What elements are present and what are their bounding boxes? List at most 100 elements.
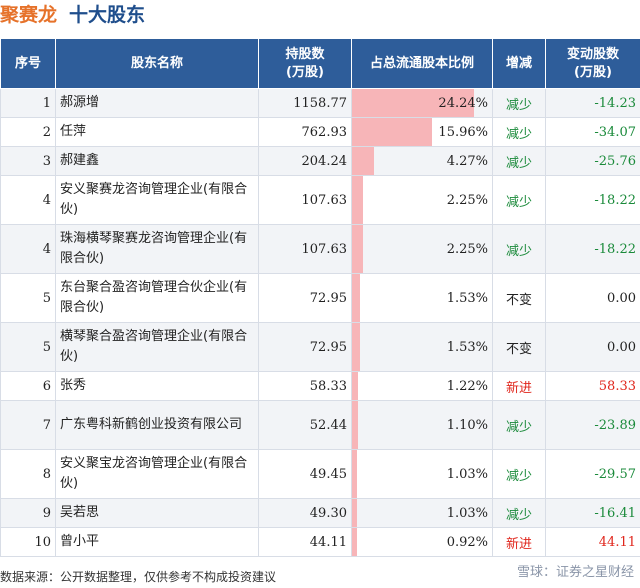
row-ratio: 1.10% (446, 417, 488, 433)
row-shares: 72.95 (258, 322, 352, 372)
row-rank: 4 (0, 175, 56, 225)
row-ratio-cell: 0.92% (351, 527, 493, 557)
row-shares: 58.33 (258, 371, 352, 401)
ratio-bar (352, 176, 363, 224)
col-header-shares-line1: 持股数 (285, 46, 325, 62)
change-badge: 减少 (505, 419, 532, 435)
col-header-change: 增减 (492, 38, 546, 89)
col-header-shares-line2: (万股) (286, 64, 324, 80)
row-ratio-cell: 1.03% (351, 498, 493, 528)
row-delta: 0.00 (545, 273, 640, 323)
ratio-bar (352, 274, 360, 322)
table-row: 10 曾小平 44.11 0.92% 新进 44.11 (0, 527, 640, 557)
row-change: 减少 (492, 400, 546, 450)
row-shares: 107.63 (258, 224, 352, 274)
ratio-bar (352, 528, 357, 556)
row-ratio-cell: 4.27% (351, 146, 493, 176)
row-rank: 8 (0, 449, 56, 499)
row-ratio: 1.22% (446, 378, 488, 394)
page-title: 聚赛龙 十大股东 (0, 0, 145, 34)
ratio-bar (352, 225, 363, 273)
table-row: 7 广东粤科新鹤创业投资有限公司 52.44 1.10% 减少 -23.89 (0, 400, 640, 450)
company-name: 聚赛龙 (0, 4, 58, 26)
row-ratio-cell: 1.53% (351, 273, 493, 323)
table-row: 4 安义聚赛龙咨询管理企业(有限合伙) 107.63 2.25% 减少 -18.22 (0, 175, 640, 225)
row-change: 新进 (492, 371, 546, 401)
row-delta: -25.76 (545, 146, 640, 176)
row-holder-name: 横琴聚合盈咨询管理企业(有限合伙) (55, 322, 259, 372)
col-header-ratio: 占总流通股本比例 (351, 38, 493, 89)
row-holder-name: 东台聚合盈咨询管理合伙企业(有限合伙) (55, 273, 259, 323)
row-delta: -29.57 (545, 449, 640, 499)
row-change: 不变 (492, 273, 546, 323)
row-ratio: 1.03% (446, 505, 488, 521)
row-delta: -16.41 (545, 498, 640, 528)
row-change: 减少 (492, 175, 546, 225)
row-delta: -14.23 (545, 88, 640, 118)
table-row: 9 吴若思 49.30 1.03% 减少 -16.41 (0, 498, 640, 528)
ratio-bar (352, 372, 358, 400)
row-delta: -18.22 (545, 224, 640, 274)
row-ratio-cell: 1.53% (351, 322, 493, 372)
col-header-delta: 变动股数 (万股) (545, 38, 640, 89)
row-change: 不变 (492, 322, 546, 372)
row-shares: 49.30 (258, 498, 352, 528)
row-ratio-cell: 2.25% (351, 175, 493, 225)
change-badge: 不变 (505, 341, 532, 357)
table-row: 8 安义聚宝龙咨询管理企业(有限合伙) 49.45 1.03% 减少 -29.57 (0, 449, 640, 499)
row-shares: 49.45 (258, 449, 352, 499)
change-badge: 减少 (505, 194, 532, 210)
change-badge: 减少 (505, 126, 532, 142)
row-rank: 10 (0, 527, 56, 557)
change-badge: 减少 (505, 243, 532, 259)
shareholders-table: 序号 股东名称 持股数 (万股) 占总流通股本比例 增减 变动股数 (万股) 1 郝源… (0, 38, 640, 557)
row-shares: 762.93 (258, 117, 352, 147)
ratio-bar (352, 499, 357, 527)
row-holder-name: 张秀 (55, 371, 259, 401)
row-holder-name: 郝源增 (55, 88, 259, 118)
row-holder-name: 安义聚赛龙咨询管理企业(有限合伙) (55, 175, 259, 225)
row-shares: 72.95 (258, 273, 352, 323)
row-ratio-cell: 1.03% (351, 449, 493, 499)
ratio-bar (352, 89, 474, 117)
row-ratio: 4.27% (446, 153, 488, 169)
change-badge: 新进 (505, 380, 532, 396)
change-badge: 新进 (505, 536, 532, 552)
source-watermark: 雪球：证券之星财经 (516, 565, 634, 580)
table-row: 3 郝建鑫 204.24 4.27% 减少 -25.76 (0, 146, 640, 176)
row-change: 减少 (492, 224, 546, 274)
table-row: 5 东台聚合盈咨询管理合伙企业(有限合伙) 72.95 1.53% 不变 0.00 (0, 273, 640, 323)
row-rank: 4 (0, 224, 56, 274)
row-change: 减少 (492, 117, 546, 147)
row-shares: 107.63 (258, 175, 352, 225)
table-row: 6 张秀 58.33 1.22% 新进 58.33 (0, 371, 640, 401)
ratio-bar (352, 450, 357, 498)
row-holder-name: 任萍 (55, 117, 259, 147)
row-ratio: 2.25% (446, 192, 488, 208)
row-holder-name: 郝建鑫 (55, 146, 259, 176)
row-ratio: 24.24% (438, 95, 488, 111)
table-header-row: 序号 股东名称 持股数 (万股) 占总流通股本比例 增减 变动股数 (万股) (0, 38, 640, 89)
row-delta: -23.89 (545, 400, 640, 450)
row-shares: 204.24 (258, 146, 352, 176)
row-rank: 1 (0, 88, 56, 118)
table-row: 2 任萍 762.93 15.96% 减少 -34.07 (0, 117, 640, 147)
row-delta: -18.22 (545, 175, 640, 225)
row-rank: 9 (0, 498, 56, 528)
row-rank: 5 (0, 273, 56, 323)
table-row: 1 郝源增 1158.77 24.24% 减少 -14.23 (0, 88, 640, 118)
row-rank: 7 (0, 400, 56, 450)
row-change: 减少 (492, 88, 546, 118)
row-holder-name: 珠海横琴聚赛龙咨询管理企业(有限合伙) (55, 224, 259, 274)
row-rank: 3 (0, 146, 56, 176)
col-header-rank: 序号 (0, 38, 56, 89)
row-delta: 44.11 (545, 527, 640, 557)
section-title: 十大股东 (69, 4, 146, 26)
row-ratio-cell: 1.10% (351, 400, 493, 450)
data-source-note: 数据来源：公开数据整理，仅供参考不构成投资建议 (0, 570, 277, 584)
row-ratio: 1.53% (446, 339, 488, 355)
row-delta: -34.07 (545, 117, 640, 147)
change-badge: 减少 (505, 468, 532, 484)
row-shares: 52.44 (258, 400, 352, 450)
row-ratio: 1.03% (446, 466, 488, 482)
